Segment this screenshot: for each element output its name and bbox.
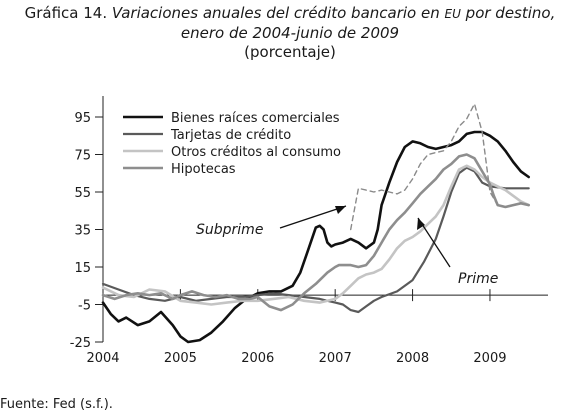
legend-label: Otros créditos al consumo	[171, 145, 341, 160]
title-end: por destino,	[465, 4, 556, 22]
x-tick-label: 2004	[86, 351, 119, 366]
title-eu: EU	[444, 7, 461, 21]
series-line-3	[101, 153, 531, 312]
annotation-arrowhead-prime	[417, 218, 425, 230]
y-tick-label: 95	[74, 111, 91, 126]
annotation-subprime: Subprime	[196, 222, 263, 238]
title-line-2: enero de 2004-junio de 2009	[180, 24, 400, 42]
series-line-1	[101, 166, 530, 314]
legend-label: Bienes raíces comerciales	[171, 111, 340, 126]
y-tick-label: -5	[78, 299, 91, 314]
y-tick-label: 35	[74, 224, 91, 239]
annotation-arrow-subprime	[279, 205, 347, 229]
annotation-prime: Prime	[458, 271, 498, 287]
x-tick-label: 2007	[319, 351, 352, 366]
title-line-1: Gráfica 14. Variaciones anuales del créd…	[0, 4, 580, 24]
series-line-0	[101, 130, 531, 344]
legend-label: Hipotecas	[171, 162, 236, 177]
chart-subtitle: (porcentaje)	[244, 43, 336, 61]
y-tick-label: 15	[74, 261, 91, 276]
x-tick-label: 2008	[396, 351, 429, 366]
x-tick-label: 2009	[473, 351, 506, 366]
chart-title: Gráfica 14. Variaciones anuales del créd…	[0, 4, 580, 62]
y-tick-label: 75	[74, 149, 91, 164]
y-tick-label: -25	[70, 336, 91, 351]
series-line-2	[101, 164, 531, 306]
x-tick-label: 2005	[164, 351, 197, 366]
annotation-arrow-prime	[417, 217, 451, 268]
annotation-arrowhead-subprime	[335, 206, 346, 214]
y-tick-label: 55	[74, 186, 91, 201]
title-prefix: Gráfica 14.	[24, 4, 108, 22]
series-line-dashed	[350, 103, 522, 231]
legend-label: Tarjetas de crédito	[170, 128, 291, 143]
x-tick-label: 2006	[241, 351, 274, 366]
title-main: Variaciones anuales del crédito bancario…	[111, 4, 440, 22]
source-note: Fuente: Fed (s.f.).	[0, 397, 113, 412]
